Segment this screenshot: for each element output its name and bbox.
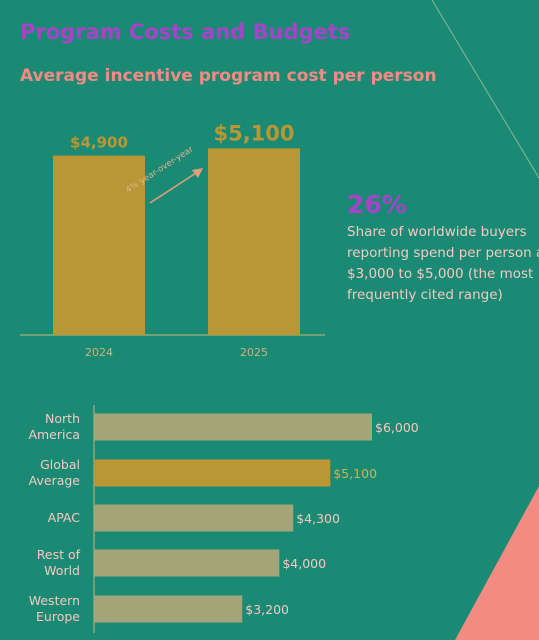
year-bar bbox=[53, 155, 145, 335]
region-bar bbox=[94, 595, 243, 623]
region-label: World bbox=[44, 563, 80, 578]
growth-arrow-head bbox=[192, 168, 203, 178]
bar-value-label: $5,100 bbox=[213, 121, 294, 145]
stat-description-line: reporting spend per person at bbox=[347, 245, 539, 261]
decorative-corner-triangle bbox=[455, 486, 539, 640]
region-bar bbox=[94, 413, 372, 441]
region-label: Europe bbox=[36, 609, 80, 624]
region-label: Rest of bbox=[37, 547, 81, 562]
page-title: Program Costs and Budgets bbox=[20, 20, 351, 44]
region-label: Average bbox=[29, 473, 81, 488]
growth-arrow-line bbox=[149, 172, 197, 204]
region-label: Western bbox=[29, 593, 80, 608]
bar-value-label: $4,900 bbox=[70, 134, 128, 152]
region-value-label: $4,000 bbox=[282, 556, 326, 571]
stat-value: 26% bbox=[347, 190, 407, 219]
region-value-label: $3,200 bbox=[245, 602, 289, 617]
decorative-diagonal-line bbox=[431, 0, 539, 179]
region-bar bbox=[94, 549, 280, 577]
x-tick-label: 2025 bbox=[240, 346, 268, 359]
stat-description-line: Share of worldwide buyers bbox=[347, 224, 527, 240]
page-subtitle: Average incentive program cost per perso… bbox=[20, 66, 437, 86]
region-label: APAC bbox=[48, 510, 81, 525]
region-label: Global bbox=[40, 457, 80, 472]
region-bar bbox=[94, 504, 294, 532]
region-value-label: $5,100 bbox=[333, 466, 377, 481]
year-bar bbox=[208, 148, 300, 335]
x-tick-label: 2024 bbox=[85, 346, 113, 359]
stat-description-line: $3,000 to $5,000 (the most bbox=[347, 266, 534, 282]
region-value-label: $4,300 bbox=[296, 511, 340, 526]
stat-description: Share of worldwide buyers reporting spen… bbox=[347, 222, 539, 306]
stat-description-line: frequently cited range) bbox=[347, 287, 503, 303]
region-label: North bbox=[45, 411, 80, 426]
region-bar-highlight bbox=[94, 459, 331, 487]
region-value-label: $6,000 bbox=[375, 420, 419, 435]
region-label: America bbox=[28, 427, 80, 442]
